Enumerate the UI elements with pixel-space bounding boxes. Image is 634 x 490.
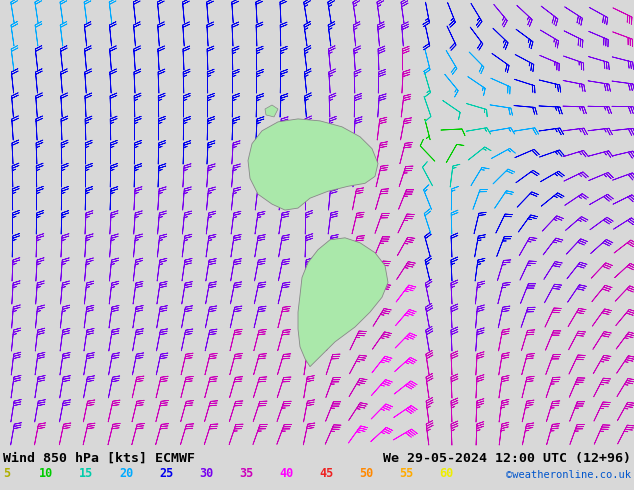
- Polygon shape: [265, 105, 278, 117]
- Text: 40: 40: [279, 467, 294, 480]
- Text: 30: 30: [199, 467, 213, 480]
- Text: 5: 5: [3, 467, 10, 480]
- Text: 25: 25: [159, 467, 173, 480]
- Text: 60: 60: [439, 467, 453, 480]
- Text: 50: 50: [359, 467, 373, 480]
- Text: 55: 55: [399, 467, 413, 480]
- Text: Wind 850 hPa [kts] ECMWF: Wind 850 hPa [kts] ECMWF: [3, 452, 195, 465]
- Text: ©weatheronline.co.uk: ©weatheronline.co.uk: [506, 470, 631, 480]
- Text: 15: 15: [79, 467, 93, 480]
- Polygon shape: [248, 119, 378, 210]
- Polygon shape: [298, 238, 388, 367]
- Text: 10: 10: [39, 467, 53, 480]
- Text: 35: 35: [239, 467, 253, 480]
- Text: We 29-05-2024 12:00 UTC (12+96): We 29-05-2024 12:00 UTC (12+96): [383, 452, 631, 465]
- Text: 45: 45: [319, 467, 333, 480]
- Text: 20: 20: [119, 467, 133, 480]
